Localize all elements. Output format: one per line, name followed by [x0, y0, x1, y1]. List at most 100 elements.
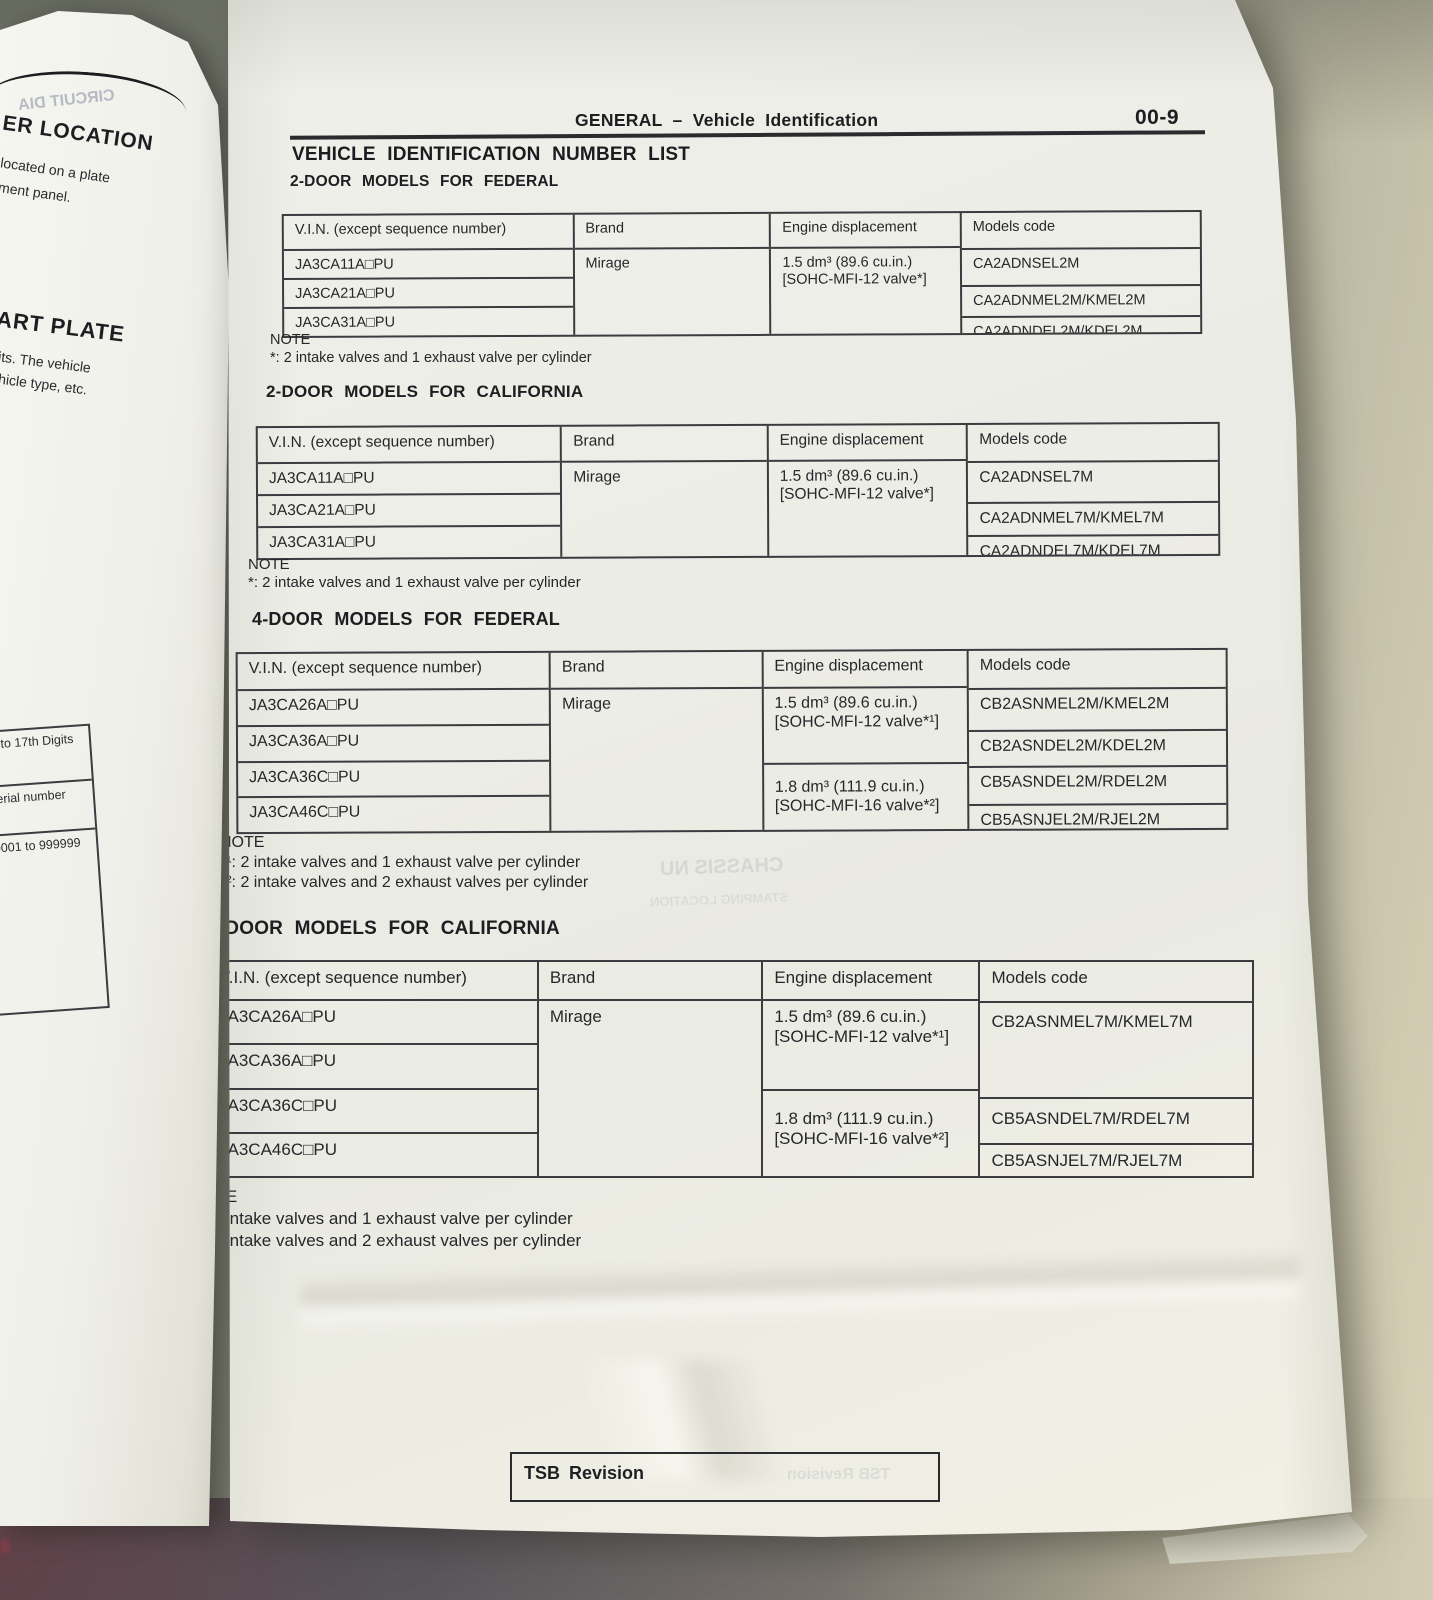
- table-column-brand: Brand Mirage: [548, 651, 763, 831]
- column-header-brand: Brand: [573, 432, 615, 450]
- brand-cell: Mirage: [562, 459, 768, 557]
- vin-cell: JA3CA36A□PU: [228, 1043, 537, 1087]
- model-code-cell: CB5ASNJEL2M/RJEL2M: [969, 802, 1227, 829]
- section-heading-2door-california: 2-DOOR MODELS FOR CALIFORNIA: [266, 382, 584, 401]
- header-rule: [289, 130, 1206, 140]
- note-label: NOTE: [190, 1187, 238, 1206]
- model-code-cell: CA2ADNDEL7M/KDEL7M: [968, 533, 1219, 555]
- column-header-brand: Brand: [585, 220, 625, 237]
- showthrough-text: CHASSIS NU: [659, 853, 784, 881]
- tsb-revision-label: TSB Revision: [524, 1463, 645, 1483]
- column-header-engine: Engine displacement: [774, 968, 933, 987]
- page-title: VEHICLE IDENTIFICATION NUMBER LIST: [292, 144, 691, 165]
- model-code-cell: CA2ADNMEL2M/KMEL2M: [962, 284, 1201, 317]
- vin-cell: JA3CA46C□PU: [228, 1131, 537, 1176]
- table-column-code: Models code CA2ADNSEL2M CA2ADNMEL2M/KMEL…: [959, 212, 1201, 334]
- note-block: NOTE *¹: 2 intake valves and 1 exhaust v…: [190, 1187, 582, 1250]
- table-column-engine: Engine displacement 1.5 dm³ (89.6 cu.in.…: [761, 650, 968, 830]
- column-header-code: Models code: [979, 656, 1071, 674]
- table-column-engine: Engine displacement 1.5 dm³ (89.6 cu.in.…: [761, 962, 979, 1176]
- section-heading-4door-california: 4-DOOR MODELS FOR CALIFORNIA: [208, 918, 560, 939]
- table-column-vin: V.I.N. (except sequence number) JA3CA26A…: [237, 653, 550, 833]
- note-line: *¹: 2 intake valves and 1 exhaust valve …: [220, 854, 581, 871]
- note-line: *²: 2 intake valves and 2 exhaust valves…: [190, 1231, 582, 1250]
- table-column-vin: V.I.N. (except sequence number) JA3CA26A…: [219, 962, 537, 1176]
- table-column-brand: Brand Mirage: [560, 425, 768, 557]
- vin-cell: JA3CA26A□PU: [228, 999, 537, 1043]
- vin-table-4door-california: V.I.N. (except sequence number) JA3CA26A…: [219, 960, 1254, 1178]
- tsb-revision-box: TSB Revision TSB Revision: [510, 1452, 940, 1502]
- vin-table-2door-federal: V.I.N. (except sequence number) JA3CA11A…: [281, 209, 1203, 339]
- main-page: GENERAL – Vehicle Identification 00-9 VE…: [190, 0, 1352, 1537]
- note-label: NOTE: [270, 332, 311, 348]
- page-number: 00-9: [1135, 106, 1180, 129]
- model-code-cell: CB2ASNDEL2M/KDEL2M: [969, 728, 1227, 766]
- showthrough-text: STAMPING LOCATION: [649, 889, 789, 910]
- paper-wrinkle: [299, 1248, 1301, 1334]
- column-header-engine: Engine displacement: [782, 219, 917, 236]
- note-label: NOTE: [220, 834, 265, 851]
- vin-cell: JA3CA11A□PU: [257, 460, 561, 495]
- engine-cell: 1.8 dm³ (111.9 cu.in.) [SOHC-MFI-16 valv…: [763, 761, 968, 830]
- running-header: GENERAL – Vehicle Identification: [575, 110, 879, 130]
- engine-cell: 1.5 dm³ (89.6 cu.in.) [SOHC-MFI-12 valve…: [768, 459, 967, 556]
- note-block: NOTE *: 2 intake valves and 1 exhaust va…: [248, 557, 581, 590]
- vin-cell: JA3CA36C□PU: [228, 1087, 537, 1132]
- paper-wrinkle: [480, 1360, 860, 1480]
- vin-cell: JA3CA11A□PU: [283, 247, 573, 278]
- vin-cell: JA3CA36C□PU: [238, 759, 550, 797]
- column-header-vin: V.I.N. (except sequence number): [294, 221, 507, 238]
- pink-mark: [0, 1538, 10, 1554]
- column-header-vin: V.I.N. (except sequence number): [268, 433, 495, 452]
- section-heading-2door-federal: 2-DOOR MODELS FOR FEDERAL: [290, 173, 559, 190]
- vin-cell: JA3CA31A□PU: [284, 305, 573, 336]
- note-line: *¹: 2 intake valves and 1 exhaust valve …: [190, 1209, 573, 1228]
- engine-cell: 1.8 dm³ (111.9 cu.in.) [SOHC-MFI-16 valv…: [763, 1089, 979, 1176]
- model-code-cell: CB2ASNMEL7M/KMEL7M: [980, 1001, 1252, 1097]
- column-header-code: Models code: [979, 430, 1068, 448]
- showthrough-text: TSB Revision: [787, 1466, 891, 1483]
- column-header-code: Models code: [991, 968, 1088, 987]
- table-column-code: Models code CB2ASNMEL7M/KMEL7M CB5ASNDEL…: [978, 962, 1252, 1176]
- vin-table-4door-federal: V.I.N. (except sequence number) JA3CA26A…: [235, 647, 1229, 835]
- column-header-vin: V.I.N. (except sequence number): [219, 968, 467, 987]
- column-header-engine: Engine displacement: [779, 431, 924, 449]
- engine-cell: 1.5 dm³ (89.6 cu.in.) [SOHC-MFI-12 valve…: [763, 685, 968, 763]
- column-header-vin: V.I.N. (except sequence number): [248, 659, 483, 678]
- section-heading-4door-federal: 4-DOOR MODELS FOR FEDERAL: [252, 609, 561, 629]
- engine-cell: 1.5 dm³ (89.6 cu.in.) [SOHC-MFI-12 valve…: [771, 246, 961, 334]
- table-column-brand: Brand Mirage: [572, 213, 770, 335]
- model-code-cell: CB5ASNJEL7M/RJEL7M: [980, 1143, 1252, 1176]
- column-header-code: Models code: [972, 218, 1056, 235]
- vin-cell: JA3CA36A□PU: [237, 723, 550, 761]
- model-code-cell: CB2ASNMEL2M/KMEL2M: [968, 686, 1226, 730]
- table-column-brand: Brand Mirage: [536, 962, 762, 1176]
- vin-cell: JA3CA46C□PU: [238, 795, 550, 833]
- model-code-cell: CA2ADNSEL2M: [961, 247, 1201, 286]
- brand-cell: Mirage: [574, 246, 770, 335]
- model-code-cell: CB5ASNDEL7M/RDEL7M: [980, 1097, 1252, 1143]
- table-column-code: Models code CA2ADNSEL7M CA2ADNMEL7M/KMEL…: [966, 423, 1219, 556]
- left-page: CIRCUIT DIA ER LOCATION located on a pla…: [0, 11, 229, 1526]
- brand-cell: Mirage: [538, 999, 762, 1176]
- model-code-cell: CA2ADNMEL7M/KMEL7M: [968, 500, 1219, 535]
- vin-cell: JA3CA26A□PU: [237, 687, 550, 725]
- model-code-cell: CB5ASNDEL2M/RDEL2M: [969, 764, 1227, 804]
- note-block: NOTE *: 2 intake valves and 1 exhaust va…: [270, 333, 592, 365]
- table-column-vin: V.I.N. (except sequence number) JA3CA11A…: [257, 427, 561, 559]
- note-line: *: 2 intake valves and 1 exhaust valve p…: [270, 349, 592, 366]
- table-column-engine: Engine displacement 1.5 dm³ (89.6 cu.in.…: [769, 213, 961, 334]
- column-header-brand: Brand: [561, 658, 605, 676]
- vin-cell: JA3CA21A□PU: [284, 276, 573, 307]
- note-label: NOTE: [248, 556, 290, 573]
- note-line: *: 2 intake valves and 1 exhaust valve p…: [248, 574, 581, 591]
- table-column-code: Models code CB2ASNMEL2M/KMEL2M CB2ASNDEL…: [966, 649, 1227, 829]
- model-code-cell: CA2ADNSEL7M: [968, 459, 1219, 502]
- engine-cell: 1.5 dm³ (89.6 cu.in.) [SOHC-MFI-12 valve…: [763, 999, 979, 1089]
- model-code-cell: CA2ADNDEL2M/KDEL2M: [962, 315, 1201, 334]
- note-line: *²: 2 intake valves and 2 exhaust valves…: [220, 874, 589, 891]
- vin-cell: JA3CA31A□PU: [258, 524, 561, 559]
